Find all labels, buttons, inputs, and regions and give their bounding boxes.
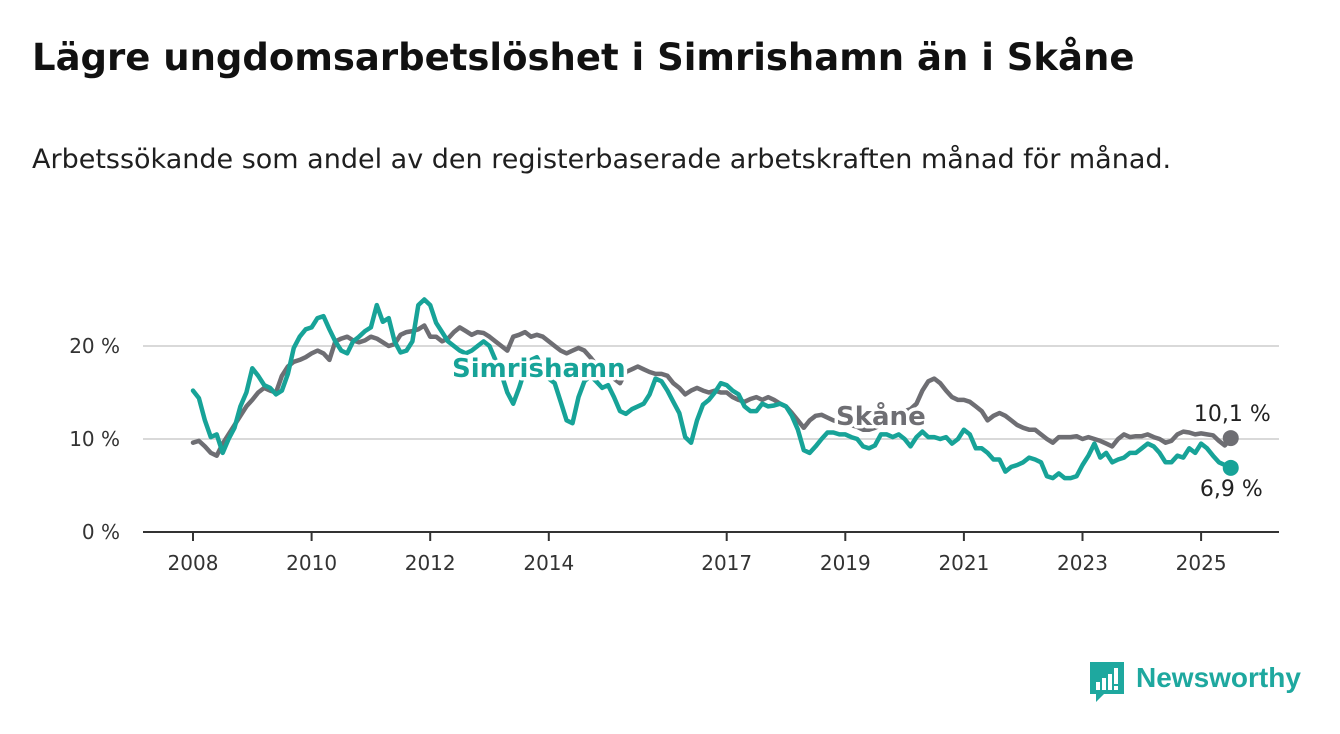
x-tick-label: 2012 bbox=[405, 551, 456, 575]
x-tick-label: 2017 bbox=[701, 551, 752, 575]
end-point-skane bbox=[1222, 430, 1239, 447]
series-line-skane bbox=[190, 323, 1234, 458]
series-label-skane: Skåne bbox=[836, 400, 926, 432]
x-tick-label: 2019 bbox=[820, 551, 871, 575]
brand-logo: Newsworthy bbox=[1088, 660, 1318, 706]
y-tick-label: 0 % bbox=[82, 520, 120, 544]
series-label-skane-halo: Skåne bbox=[836, 400, 926, 432]
series-layer bbox=[190, 297, 1239, 481]
series-line-simrishamn bbox=[190, 297, 1234, 481]
x-tick-label: 2010 bbox=[286, 551, 337, 575]
x-tick-label: 2014 bbox=[523, 551, 574, 575]
x-tick-label: 2008 bbox=[168, 551, 219, 575]
x-tick-label: 2023 bbox=[1057, 551, 1108, 575]
chart-subtitle: Arbetssökande som andel av den registerb… bbox=[32, 144, 1172, 175]
series-label-simrishamn-halo: Simrishamn bbox=[452, 354, 626, 384]
brand-name: Newsworthy bbox=[1136, 662, 1301, 693]
end-point-simrishamn bbox=[1222, 459, 1239, 476]
x-tick-label: 2025 bbox=[1176, 551, 1227, 575]
y-tick-label: 10 % bbox=[69, 427, 120, 451]
chart-title: Lägre ungdomsarbetslöshet i Simrishamn ä… bbox=[32, 36, 1135, 79]
y-tick-label: 20 % bbox=[69, 334, 120, 358]
line-chart: 0 % 10 % 20 % 2008 2010 2012 2014 2017 2019 2021 2… bbox=[69, 297, 1279, 575]
x-tick-label: 2021 bbox=[938, 551, 989, 575]
series-label-simrishamn: Simrishamn bbox=[452, 354, 626, 384]
end-value-label-simrishamn: 6,9 % bbox=[1200, 477, 1263, 502]
end-value-label-skane: 10,1 % bbox=[1194, 402, 1271, 427]
newsworthy-logo-icon bbox=[1090, 662, 1124, 702]
axis-layer: 0 % 10 % 20 % 2008 2010 2012 2014 2017 2019 2021 2… bbox=[69, 334, 1279, 575]
